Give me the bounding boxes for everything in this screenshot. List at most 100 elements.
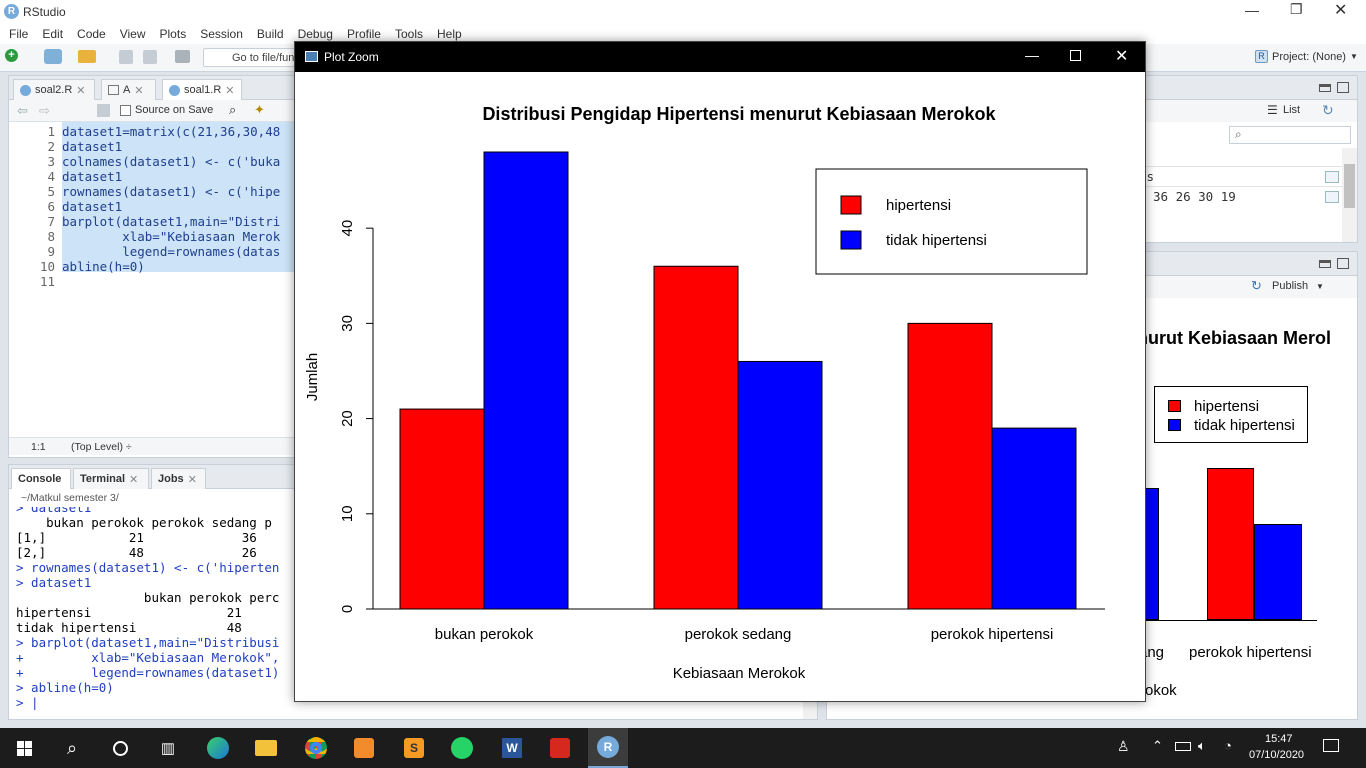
minimize-pane-icon[interactable] xyxy=(1319,84,1331,92)
list-view-selector[interactable]: List xyxy=(1283,104,1301,116)
close-icon[interactable]: ✕ xyxy=(129,473,139,486)
rstudio-taskbar-icon[interactable]: R xyxy=(588,728,628,768)
project-menu[interactable]: R Project: (None) ▼ xyxy=(1255,50,1358,63)
menu-item-edit[interactable]: Edit xyxy=(42,26,64,41)
minimize-button[interactable]: — xyxy=(1245,2,1259,18)
tab-soal2[interactable]: soal2.R ✕ xyxy=(13,79,95,100)
zoom-titlebar: Plot Zoom — ✕ xyxy=(295,42,1145,72)
line-number: 9 xyxy=(47,244,55,259)
maximize-pane-icon[interactable] xyxy=(1337,82,1349,93)
console-line: hipertensi 21 xyxy=(16,605,242,620)
save-all-icon[interactable] xyxy=(143,50,157,64)
save-icon[interactable] xyxy=(119,50,133,64)
selection-highlight xyxy=(62,122,297,272)
back-arrow-icon[interactable]: ⇦ xyxy=(17,103,28,118)
search-icon[interactable]: ⌕ xyxy=(229,102,237,117)
chart-title: Distribusi Pengidap Hipertensi menurut K… xyxy=(482,104,996,124)
word-icon[interactable]: W xyxy=(492,728,532,768)
close-icon[interactable]: ✕ xyxy=(225,84,235,97)
menu-item-build[interactable]: Build xyxy=(256,26,284,41)
env-scrollbar[interactable] xyxy=(1342,148,1357,242)
clock-time[interactable]: 15:47 xyxy=(1265,733,1293,745)
publish-button[interactable]: Publish xyxy=(1272,280,1309,292)
tab-soal1[interactable]: soal1.R ✕ xyxy=(162,79,242,100)
minimize-pane-icon[interactable] xyxy=(1319,260,1331,268)
search-icon[interactable]: ⌕ xyxy=(66,737,78,758)
sublime-text-icon[interactable]: S xyxy=(394,728,434,768)
chevron-down-icon[interactable]: ▼ xyxy=(1316,282,1324,291)
tab-a[interactable]: A ✕ xyxy=(101,79,156,100)
menu-item-tools[interactable]: Tools xyxy=(394,26,423,41)
acrobat-icon[interactable] xyxy=(540,728,580,768)
maximize-button[interactable] xyxy=(1070,50,1081,61)
restore-button[interactable]: ❐ xyxy=(1290,1,1303,17)
windows-start-icon[interactable] xyxy=(4,728,44,768)
env-search-input[interactable]: ⌕ xyxy=(1229,126,1351,144)
menu-item-plots[interactable]: Plots xyxy=(159,26,187,41)
console-line: [1,] 21 36 xyxy=(16,530,257,545)
maximize-pane-icon[interactable] xyxy=(1337,258,1349,269)
wifi-icon[interactable]: ◔ xyxy=(1224,738,1232,753)
menu-item-view[interactable]: View xyxy=(119,26,146,41)
tab-label: soal1.R xyxy=(184,84,222,96)
menu-item-file[interactable]: File xyxy=(9,26,29,41)
menu-item-help[interactable]: Help xyxy=(437,26,462,41)
chevron-up-icon[interactable]: ⌃ xyxy=(1152,738,1163,753)
line-number: 4 xyxy=(47,169,55,184)
file-explorer-icon[interactable] xyxy=(246,728,286,768)
whatsapp-icon[interactable] xyxy=(442,728,482,768)
source-on-save-checkbox[interactable] xyxy=(120,105,131,116)
scrollbar-thumb[interactable] xyxy=(1344,164,1355,208)
edge-icon[interactable] xyxy=(198,728,238,768)
rstudio-logo-icon: R xyxy=(4,4,19,19)
task-view-icon[interactable]: ▥ xyxy=(160,740,176,757)
close-icon[interactable]: ✕ xyxy=(134,84,144,97)
scope-selector[interactable]: (Top Level) ÷ xyxy=(71,441,132,453)
grid-view-icon[interactable] xyxy=(1325,191,1339,203)
refresh-icon[interactable]: ↻ xyxy=(1322,102,1334,118)
close-button[interactable]: ✕ xyxy=(1115,48,1129,65)
cortana-icon[interactable] xyxy=(100,728,140,768)
print-icon[interactable] xyxy=(175,50,190,63)
tab-jobs[interactable]: Jobs ✕ xyxy=(151,468,206,489)
save-icon[interactable] xyxy=(97,104,110,117)
close-icon[interactable]: ✕ xyxy=(76,84,86,97)
grid-view-icon[interactable] xyxy=(1325,171,1339,183)
menu-item-profile[interactable]: Profile xyxy=(346,26,381,41)
chrome-icon[interactable] xyxy=(296,728,336,768)
magic-wand-icon[interactable]: ✦ xyxy=(254,102,265,117)
menu-item-code[interactable]: Code xyxy=(77,26,106,41)
barplot-chart: Distribusi Pengidap Hipertensi menurut K… xyxy=(304,104,1105,682)
console-line: bukan perokok perokok sedang p xyxy=(16,515,272,530)
clock-date[interactable]: 07/10/2020 xyxy=(1249,749,1305,761)
y-tick-label: 40 xyxy=(339,220,356,237)
code-line: colnames(dataset1) <- c('buka xyxy=(62,154,281,169)
menu-item-debug[interactable]: Debug xyxy=(297,26,333,41)
tab-console[interactable]: Console xyxy=(11,468,71,489)
people-icon[interactable]: ♙ xyxy=(1117,738,1130,754)
tab-label: A xyxy=(123,84,131,96)
battery-icon[interactable] xyxy=(1175,742,1191,751)
tab-label: soal2.R xyxy=(35,84,73,96)
close-button[interactable]: ✕ xyxy=(1334,2,1348,19)
tab-label: Console xyxy=(18,473,62,485)
notification-icon[interactable] xyxy=(1323,739,1339,752)
tab-label: Terminal xyxy=(80,473,126,485)
tab-terminal[interactable]: Terminal ✕ xyxy=(73,468,149,489)
menu-item-session[interactable]: Session xyxy=(200,26,243,41)
open-folder-icon[interactable] xyxy=(78,50,96,63)
new-project-icon[interactable] xyxy=(44,49,62,64)
project-icon: R xyxy=(1255,50,1268,63)
mini-xtick-label: perokok hipertensi xyxy=(1189,644,1312,661)
new-file-icon[interactable]: + xyxy=(5,49,18,62)
project-label: Project: (None) xyxy=(1272,50,1346,63)
close-icon[interactable]: ✕ xyxy=(187,473,197,486)
media-player-icon[interactable] xyxy=(344,728,384,768)
volume-icon[interactable]: 🔈︎ xyxy=(1198,738,1206,753)
code-area[interactable]: 1 dataset1=matrix(c(21,36,30,48 2 dataset1 3… xyxy=(9,122,297,437)
goto-file-input[interactable]: Go to file/fun xyxy=(203,48,295,67)
bar-tidak-hipertensi-2 xyxy=(991,427,1077,610)
forward-arrow-icon[interactable]: ⇨ xyxy=(39,103,50,118)
minimize-button[interactable]: — xyxy=(1025,47,1039,63)
console-output[interactable]: > dataset1 bukan perokok perokok sedang … xyxy=(9,507,817,719)
